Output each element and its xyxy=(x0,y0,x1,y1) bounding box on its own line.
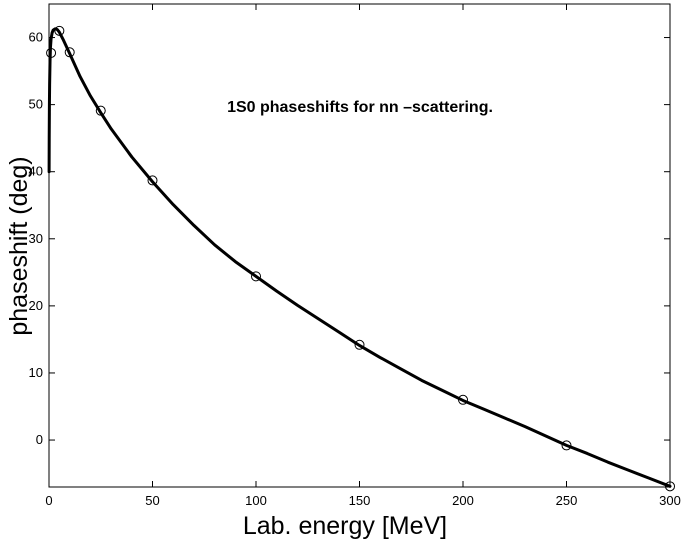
data-point xyxy=(665,481,675,492)
x-tick-label: 200 xyxy=(452,493,474,508)
y-tick-label: 30 xyxy=(29,231,43,246)
data-point xyxy=(54,25,65,36)
x-tick-label: 100 xyxy=(245,493,267,508)
data-point xyxy=(46,47,57,58)
y-tick-label: 50 xyxy=(29,97,43,112)
data-point xyxy=(251,271,261,282)
x-tick-label: 150 xyxy=(349,493,371,508)
x-axis-ticks: 0 50 100 150 200 250 300 xyxy=(45,4,681,508)
y-axis-ticks: 0 10 20 30 40 50 60 xyxy=(29,30,670,447)
y-tick-label: 20 xyxy=(29,298,43,313)
data-point xyxy=(561,440,572,451)
y-axis-title: phaseshift (deg) xyxy=(5,156,33,335)
series-line-calculated xyxy=(47,27,672,488)
x-axis-title: Lab. energy [MeV] xyxy=(243,512,447,540)
x-tick-label: 250 xyxy=(556,493,578,508)
chart-annotation: 1S0 phaseshifts for nn –scattering. xyxy=(227,99,493,116)
data-point xyxy=(64,47,75,58)
y-tick-label: 60 xyxy=(29,30,43,45)
plot-area xyxy=(48,3,671,488)
data-point xyxy=(95,105,106,116)
x-tick-label: 0 xyxy=(45,493,52,508)
data-point xyxy=(354,339,365,350)
data-point xyxy=(147,175,158,186)
y-tick-label: 40 xyxy=(29,164,43,179)
data-point xyxy=(458,394,468,405)
series-layer xyxy=(46,25,675,492)
y-tick-label: 0 xyxy=(36,432,43,447)
y-tick-label: 10 xyxy=(29,365,43,380)
x-tick-label: 300 xyxy=(659,493,681,508)
x-tick-label: 50 xyxy=(145,493,159,508)
